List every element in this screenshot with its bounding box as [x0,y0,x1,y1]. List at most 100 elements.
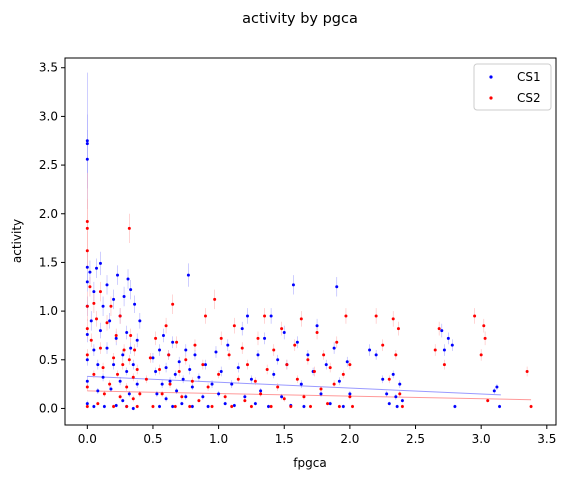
cs2-point [125,405,129,409]
cs2-point [127,226,131,230]
cs2-point [201,363,205,367]
cs2-point [88,285,92,289]
cs2-point [259,392,263,396]
cs2-point [89,338,93,342]
cs2-point [319,387,323,391]
cs1-point [291,283,295,287]
cs2-point [272,348,276,352]
cs2-point [101,366,105,370]
cs1-point [249,377,253,381]
cs1-point [186,273,190,277]
cs2-point [122,348,126,352]
cs2-point [348,395,352,399]
cs2-point [92,301,96,305]
cs1-point [299,382,303,386]
cs1-point [118,379,122,383]
cs1-point [395,405,399,409]
cs2-point [253,379,257,383]
cs2-point [98,290,102,294]
cs1-point [171,405,175,409]
cs1-point [197,375,201,379]
cs1-point [315,324,319,328]
cs1-point [302,405,306,409]
cs2-point [193,343,197,347]
cs1-point [201,395,205,399]
x-tick-label: 3.5 [537,432,556,446]
cs1-point [276,358,280,362]
y-axis: 0.0 0.5 1.0 1.5 2.0 2.5 3.0 3.5 [39,61,65,415]
cs2-point [109,304,113,308]
legend-label-cs2: CS2 [517,91,541,105]
cs1-point [223,402,227,406]
cs1-point [385,392,389,396]
cs2-point [135,368,139,372]
cs1-point [332,346,336,350]
y-tick-label: 2.5 [39,158,58,172]
cs2-point [396,327,400,331]
cs2-point [154,336,158,340]
legend: CS1 CS2 [473,63,552,111]
legend-marker-cs2 [489,96,493,100]
y-axis-label: activity [10,219,24,263]
cs2-point [245,363,249,367]
cs2-point [85,385,89,389]
cs1-point [102,405,106,409]
cs1-point [131,363,135,367]
cs1-point [337,379,341,383]
cs1-point [245,314,249,318]
cs2-point [482,324,486,328]
cs1-point [105,346,109,350]
x-tick-label: 0.5 [143,432,162,446]
cs2-point [322,353,326,357]
cs1-point [158,348,162,352]
cs1-point [184,395,188,399]
cs1-point [319,392,323,396]
cs2-point [112,405,116,409]
legend-box [473,63,552,111]
cs2-point [335,340,339,344]
cs2-point [213,297,217,301]
cs1-point [108,319,112,323]
cs1-point [85,332,89,336]
cs2-point [164,324,168,328]
cs2-point [108,382,112,386]
cs2-point [387,377,391,381]
cs1-point [306,353,310,357]
cs2-point [232,324,236,328]
cs2-point [249,405,253,409]
cs2-point [144,377,148,381]
cs1-point [98,261,102,265]
cs1-point [368,348,372,352]
cs2-point [332,382,336,386]
cs1-point [190,405,194,409]
cs2-point [206,385,210,389]
cs1-point [217,392,221,396]
cs1-point [96,389,100,393]
cs2-point [306,358,310,362]
cs1-point [101,375,105,379]
cs2-point [326,402,330,406]
cs2-point [92,372,96,376]
legend-label-cs1: CS1 [517,70,541,84]
cs2-point [473,314,477,318]
cs1-point [151,356,155,360]
cs2-point [85,353,89,357]
cs1-point [171,340,175,344]
cs2-point [96,402,100,406]
cs1-point [243,395,247,399]
cs1-point [181,377,185,381]
x-axis: 0.0 0.5 1.0 1.5 2.0 2.5 3.0 3.5 [78,425,556,446]
cs1-point [85,402,89,406]
cs1-point [442,348,446,352]
y-tick-label: 0.5 [39,353,58,367]
cs1-point [135,338,139,342]
cs2-point [138,392,142,396]
cs1-point [328,402,332,406]
cs1-point [158,405,162,409]
cs2-point [230,405,234,409]
y-tick-label: 1.5 [39,255,58,269]
y-tick-label: 3.5 [39,61,58,75]
cs2-point [85,327,89,331]
cs1-point [345,360,349,364]
cs2-point [227,353,231,357]
